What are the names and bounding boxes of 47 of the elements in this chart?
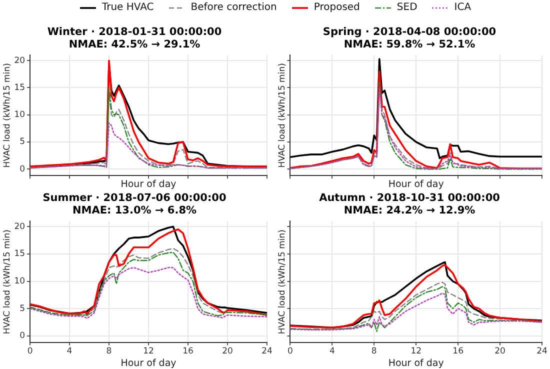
y-tick-label: 15	[14, 249, 26, 260]
y-axis-title: HVAC load (kWh/15 min)	[277, 230, 288, 334]
x-axis-title: Hour of day	[120, 178, 177, 190]
chart-title: Spring · 2018-04-08 00:00:00	[322, 26, 496, 38]
x-tick-label: 20	[494, 346, 506, 357]
y-tick-label: 0	[20, 164, 26, 174]
y-axis-title: HVAC load (kWh/15 min)	[277, 63, 288, 168]
line-series	[30, 122, 267, 169]
legend-label: SED	[396, 2, 418, 13]
chart-title: Winter · 2018-01-31 00:00:00	[47, 26, 222, 38]
y-tick-label: 20	[14, 222, 26, 232]
y-tick-label: 0	[20, 331, 26, 342]
y-axis-title: HVAC load (kWh/15 min)	[2, 63, 12, 168]
chart-subtitle: NMAE: 42.5% → 29.1%	[68, 38, 201, 51]
y-tick-label: 5	[20, 304, 26, 314]
y-tick-label: 10	[14, 110, 26, 120]
x-tick-label: 4	[329, 346, 335, 357]
x-axis-title: Hour of day	[120, 358, 177, 369]
y-tick-label: 5	[20, 137, 26, 148]
legend-label: True HVAC	[102, 2, 154, 13]
x-tick-label: 12	[410, 346, 422, 357]
x-tick-label: 0	[27, 346, 33, 357]
x-tick-label: 24	[262, 346, 272, 357]
chart-title: Summer · 2018-07-06 00:00:00	[42, 192, 226, 204]
chart-subtitle: NMAE: 59.8% → 52.1%	[344, 38, 476, 51]
x-tick-label: 0	[287, 346, 293, 357]
chart-title: Autumn · 2018-10-31 00:00:00	[319, 192, 500, 204]
legend-label: Proposed	[314, 2, 360, 13]
x-tick-label: 16	[452, 346, 464, 357]
x-tick-label: 16	[182, 346, 194, 357]
x-tick-label: 4	[66, 346, 72, 357]
x-tick-label: 8	[371, 346, 377, 357]
legend-label: Before correction	[190, 2, 277, 13]
y-tick-label: 15	[14, 82, 26, 93]
line-series	[30, 266, 267, 320]
x-tick-label: 12	[143, 346, 154, 357]
x-axis-title: Hour of day	[388, 358, 444, 369]
chart-subtitle: NMAE: 24.2% → 12.9%	[344, 204, 476, 217]
legend-label: ICA	[454, 2, 472, 13]
y-tick-label: 20	[14, 56, 26, 66]
y-axis-title: HVAC load (kWh/15 min)	[2, 230, 12, 334]
chart-subtitle: NMAE: 13.0% → 6.8%	[72, 204, 198, 217]
x-tick-label: 20	[222, 346, 233, 357]
x-tick-label: 8	[106, 346, 112, 357]
x-tick-label: 24	[536, 346, 548, 357]
y-tick-label: 10	[14, 276, 26, 286]
x-axis-title: Hour of day	[388, 178, 444, 190]
